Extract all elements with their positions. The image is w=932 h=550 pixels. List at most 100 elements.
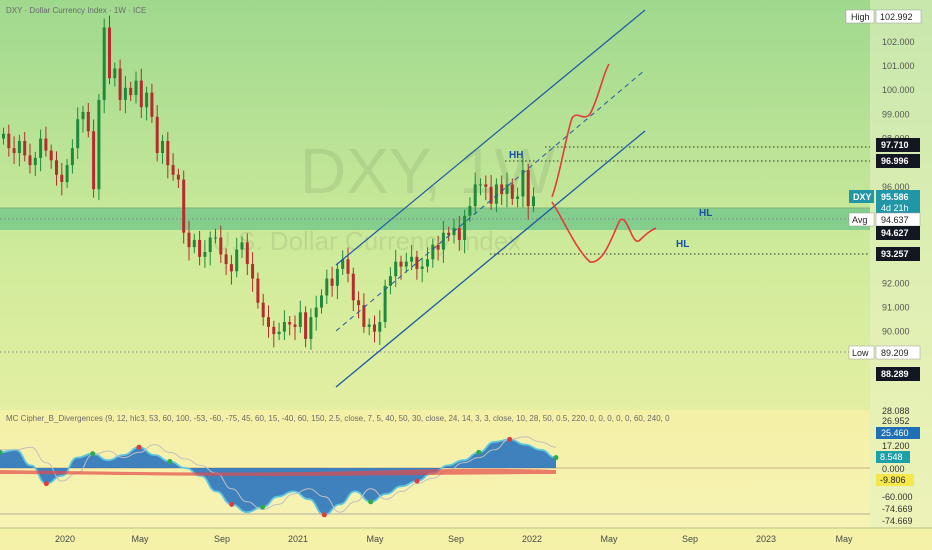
oscillator-pane	[0, 436, 870, 518]
svg-text:Low: Low	[852, 348, 869, 358]
symbol-legend: DXY · Dollar Currency Index · 1W · ICE	[6, 6, 146, 15]
candle-body-93	[494, 184, 498, 204]
candle-body-2	[12, 148, 16, 154]
candle-body-11	[60, 174, 64, 182]
candle-body-52	[277, 331, 281, 335]
svg-text:96.996: 96.996	[881, 156, 909, 166]
osc-tag-10: -74.669	[882, 516, 913, 526]
candle-body-24	[129, 87, 133, 96]
osc-dot-12	[553, 455, 559, 461]
svg-text:DXY: DXY	[853, 192, 872, 202]
candle-body-51	[272, 326, 276, 335]
candle-body-68	[362, 305, 366, 327]
candle-body-63	[335, 268, 339, 286]
osc-dot-0	[0, 449, 3, 455]
candle-body-43	[229, 264, 233, 272]
candle-body-81	[431, 244, 435, 260]
osc-dot-2	[90, 451, 96, 457]
candle-body-4	[23, 140, 27, 156]
annotation-hh: HH	[509, 150, 523, 161]
svg-text:Avg: Avg	[852, 215, 867, 225]
osc-dot-7	[321, 512, 327, 518]
svg-text:94.627: 94.627	[881, 228, 909, 238]
candle-body-34	[182, 179, 186, 233]
x-tick-5: Sep	[448, 534, 464, 544]
candle-body-8	[44, 138, 48, 151]
svg-text:97.710: 97.710	[881, 140, 909, 150]
candle-body-10	[55, 160, 58, 175]
candle-body-54	[288, 322, 292, 325]
candle-body-58	[309, 317, 313, 339]
osc-dot-4	[167, 459, 173, 464]
candle-body-36	[192, 239, 196, 248]
candle-body-98	[521, 169, 525, 197]
candle-body-74	[394, 261, 398, 277]
candle-body-42	[224, 254, 228, 265]
candle-body-65	[346, 259, 350, 274]
candle-body-61	[325, 278, 329, 296]
tag-96996: 96.996	[876, 154, 920, 168]
candle-body-67	[357, 300, 361, 306]
candle-body-23	[123, 87, 127, 100]
tag-low: Low 89.209	[848, 345, 921, 360]
channel-upper	[335, 9, 646, 266]
candle-body-19	[102, 27, 106, 100]
candle-body-69	[367, 324, 371, 327]
tag-97710: 97.710	[876, 138, 920, 152]
svg-text:High: High	[851, 12, 870, 22]
x-tick-1: May	[131, 534, 149, 544]
candle-body-29	[155, 116, 159, 154]
osc-tag-4: 17.200	[882, 441, 910, 451]
candle-body-55	[293, 324, 297, 327]
candle-body-46	[245, 242, 249, 265]
candle-body-83	[441, 232, 445, 250]
tag-dxy: DXY 95.586 4d 21h	[849, 190, 920, 214]
candle-body-15	[81, 111, 85, 120]
candle-body-41	[219, 237, 223, 255]
y-tick-3: 99.000	[882, 109, 910, 119]
candle-body-44	[235, 249, 239, 272]
candle-body-89	[473, 184, 477, 207]
time-axis: 2020 May Sep 2021 May Sep 2022 May Sep 2023 May	[0, 527, 932, 544]
candle-body-39	[208, 237, 212, 253]
candle-body-60	[320, 295, 323, 308]
candle-body-6	[33, 157, 37, 166]
osc-dot-11	[507, 436, 513, 442]
candle-body-49	[261, 302, 265, 318]
svg-text:4d 21h: 4d 21h	[881, 203, 909, 213]
channel-mid	[335, 69, 646, 332]
candle-body-5	[28, 155, 32, 166]
candle-body-66	[351, 273, 355, 301]
osc-dot-3	[136, 444, 142, 450]
candle-body-79	[420, 266, 424, 269]
price-axis: 102.000101.000100.00099.00098.00096.0009…	[870, 0, 932, 528]
x-tick-0: 2020	[55, 534, 75, 544]
x-tick-8: Sep	[682, 534, 698, 544]
tag-88289: 88.289	[876, 367, 920, 381]
candle-body-33	[176, 174, 180, 180]
x-tick-labels: 2020 May Sep 2021 May Sep 2022 May Sep 2023 May	[55, 534, 853, 544]
candle-body-14	[76, 119, 80, 149]
price-axis-bg	[870, 0, 932, 528]
svg-text:94.637: 94.637	[881, 215, 909, 225]
candle-body-38	[203, 252, 207, 257]
candle-body-86	[457, 227, 461, 240]
osc-tag-5: 8.548	[880, 452, 903, 462]
candle-body-62	[330, 278, 334, 286]
oscillator-blue-area	[0, 439, 556, 515]
tag-94627: 94.627	[876, 226, 920, 240]
candle-body-88	[468, 206, 472, 216]
x-tick-10: May	[835, 534, 853, 544]
candle-body-32	[171, 165, 175, 175]
candle-body-0	[2, 133, 5, 139]
indicator-legend: MC Cipher_B_Divergences (9, 12, hlc3, 53…	[6, 414, 670, 423]
osc-tag-6: 0.000	[882, 464, 905, 474]
level-lines	[0, 146, 870, 353]
candle-body-25	[134, 80, 138, 96]
osc-dot-6	[260, 504, 266, 510]
candle-body-40	[214, 237, 217, 239]
candle-body-76	[404, 261, 408, 267]
candle-body-9	[49, 150, 53, 161]
svg-text:89.209: 89.209	[881, 348, 909, 358]
